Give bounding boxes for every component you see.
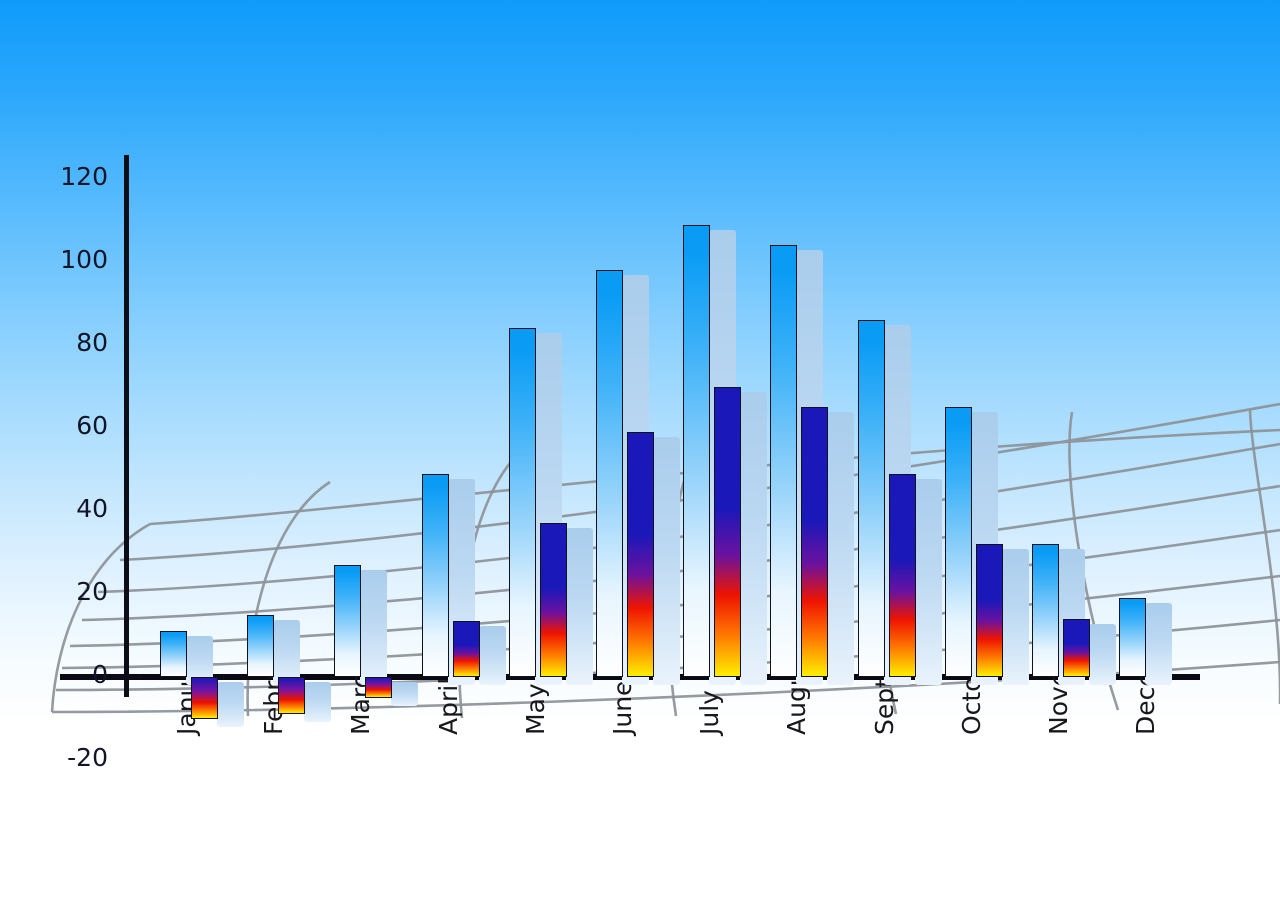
x-axis-category-label: May bbox=[520, 683, 550, 735]
bar-shadow-series1 bbox=[1145, 603, 1173, 685]
bar-series1[interactable] bbox=[944, 407, 972, 677]
bar-series2[interactable] bbox=[714, 386, 742, 677]
bar-series2[interactable] bbox=[1063, 618, 1090, 677]
bar-shadow-series1 bbox=[360, 569, 388, 685]
bar-shadow-series2 bbox=[478, 625, 506, 685]
bar-series2[interactable] bbox=[191, 677, 218, 719]
bar-shadow-series2 bbox=[565, 528, 593, 685]
bar-series2[interactable] bbox=[888, 473, 916, 677]
bar-shadow-series2 bbox=[653, 437, 680, 685]
bar-series1[interactable] bbox=[1032, 544, 1059, 677]
bar-series2[interactable] bbox=[365, 677, 393, 698]
x-axis-category-label: June bbox=[608, 680, 637, 735]
bar-series1[interactable] bbox=[160, 631, 187, 677]
y-axis-tick bbox=[112, 675, 142, 679]
y-axis-tick-label-text: 80 bbox=[76, 328, 108, 357]
bar-shadow-series2 bbox=[391, 682, 419, 706]
y-axis-tick-label-text: 40 bbox=[76, 494, 108, 523]
bar-series1[interactable] bbox=[508, 328, 536, 677]
y-axis-tick-label-text: 0 bbox=[92, 660, 108, 689]
bar-shadow-series2 bbox=[217, 682, 244, 727]
y-axis-tick-label-text: 20 bbox=[76, 577, 108, 606]
bar-series2[interactable] bbox=[278, 677, 306, 715]
x-axis-category-label: April bbox=[433, 677, 463, 735]
bar-shadow-series2 bbox=[740, 391, 768, 685]
y-axis-tick-label-text: 100 bbox=[60, 245, 108, 274]
bar-shadow-series2 bbox=[1089, 623, 1116, 685]
bar-series1[interactable] bbox=[247, 614, 275, 677]
bar-series1[interactable] bbox=[770, 245, 798, 677]
bar-shadow-series2 bbox=[1001, 549, 1029, 685]
y-axis-tick-label-text: -20 bbox=[67, 743, 108, 772]
bar-series2[interactable] bbox=[627, 432, 654, 677]
bar-shadow-series2 bbox=[827, 412, 855, 685]
bar-series1[interactable] bbox=[683, 224, 711, 677]
bar-shadow-series2 bbox=[304, 682, 332, 723]
bar-series1[interactable] bbox=[596, 270, 623, 677]
bar-series2[interactable] bbox=[539, 523, 567, 677]
bar-series1[interactable] bbox=[1119, 598, 1147, 677]
y-axis-line bbox=[124, 155, 129, 697]
bar-series1[interactable] bbox=[421, 473, 449, 677]
bar-series2[interactable] bbox=[975, 544, 1003, 677]
x-axis-category-label: July bbox=[695, 690, 725, 735]
bar-series1[interactable] bbox=[857, 320, 885, 677]
bar-series1[interactable] bbox=[334, 564, 362, 677]
y-axis-tick-label-text: 120 bbox=[60, 162, 108, 191]
bar-series2[interactable] bbox=[452, 620, 480, 677]
y-axis-tick-label-text: 60 bbox=[76, 411, 108, 440]
bar-shadow-series2 bbox=[914, 478, 942, 685]
bar-series2[interactable] bbox=[801, 407, 829, 677]
bar-shadow-series1 bbox=[273, 619, 301, 685]
